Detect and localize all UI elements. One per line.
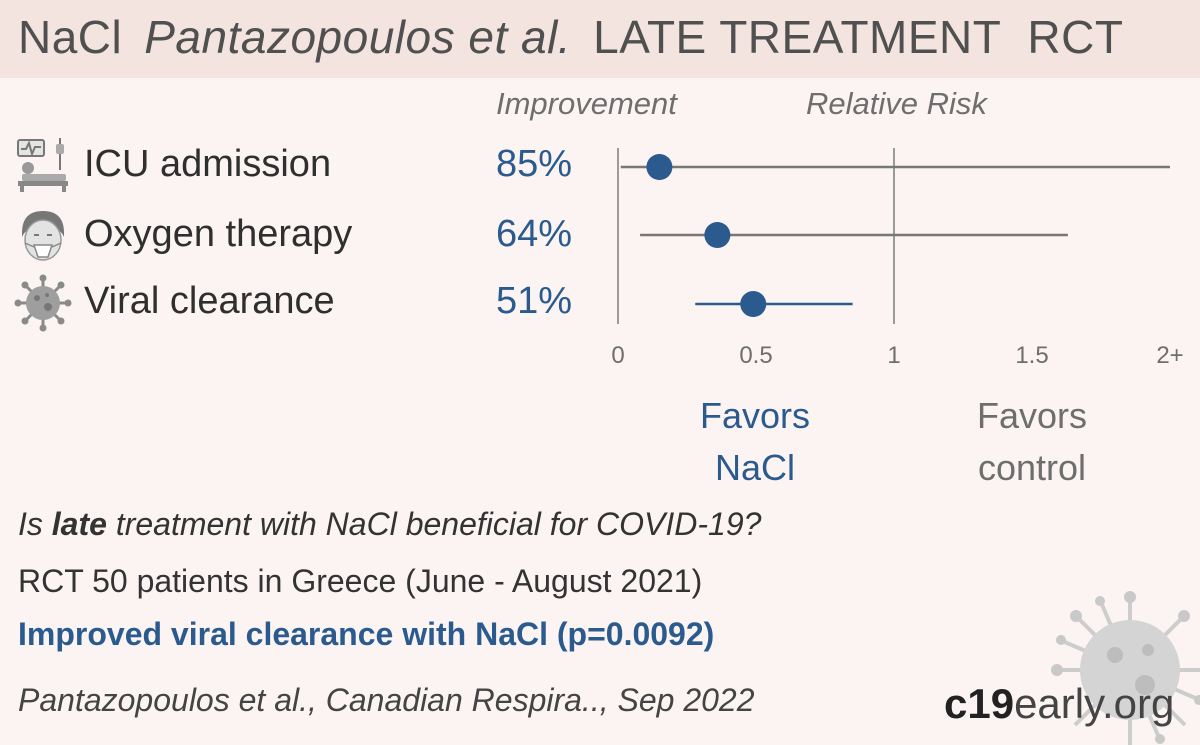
virus-watermark-icon: [1051, 591, 1200, 745]
page-title: NaCl Pantazopoulos et al. LATE TREATMENT RC…: [18, 10, 1123, 64]
treatment-setting: LATE TREATMENT: [593, 11, 1002, 63]
x-tick-label: 1.5: [1015, 342, 1048, 369]
favors-control-line1: Favors: [976, 395, 1088, 436]
improvement-column-header: Improvement: [496, 86, 677, 121]
rr-point: [646, 154, 673, 180]
x-tick-label: 0.5: [739, 342, 772, 369]
improvement-value-viral: 51%: [496, 280, 573, 322]
treatment-name: NaCl: [18, 11, 123, 63]
study-conclusion: Improved viral clearance with NaCl (p=0.…: [18, 616, 715, 652]
rr-point: [740, 291, 767, 317]
study-details: RCT 50 patients in Greece (June - August…: [18, 563, 703, 599]
outcome-label-oxygen: Oxygen therapy: [84, 213, 353, 255]
favors-treatment-label: Favors NaCl: [690, 390, 820, 494]
study-design: RCT: [1027, 11, 1124, 63]
favors-treatment-line1: Favors: [699, 395, 811, 436]
relative-risk-column-header: Relative Risk: [806, 86, 987, 121]
study-citation: Pantazopoulos et al., Canadian Respira..…: [18, 682, 755, 718]
brand-part3: .org: [1102, 680, 1175, 727]
question-emphasis: late: [51, 506, 107, 542]
outcome-label-icu: ICU admission: [84, 143, 332, 185]
rr-point: [704, 222, 731, 248]
brand-part1: c19: [944, 680, 1015, 727]
icu-bed-icon: [17, 138, 68, 192]
improvement-value-icu: 85%: [496, 143, 573, 185]
summary-question: Is late treatment with NaCl beneficial f…: [18, 506, 761, 543]
favors-control-line2: control: [977, 447, 1087, 488]
favors-treatment-line2: NaCl: [714, 447, 795, 488]
study-name: Pantazopoulos et al.: [144, 11, 572, 63]
improvement-value-oxygen: 64%: [496, 213, 573, 255]
favors-control-label: Favors control: [962, 390, 1102, 494]
x-tick-label: 0: [611, 342, 624, 369]
brand-logo: c19early.org: [944, 680, 1174, 728]
x-tick-label: 1: [887, 342, 900, 369]
brand-part2: early: [1014, 680, 1102, 727]
outcome-label-viral: Viral clearance: [84, 280, 335, 322]
title-banner: [0, 0, 1200, 78]
virus-icon: [14, 274, 72, 332]
question-prefix: Is: [18, 506, 52, 542]
x-tick-label: 2+: [1156, 342, 1183, 369]
oxygen-mask-icon: [22, 211, 64, 261]
question-suffix: treatment with NaCl beneficial for COVID…: [106, 506, 762, 542]
